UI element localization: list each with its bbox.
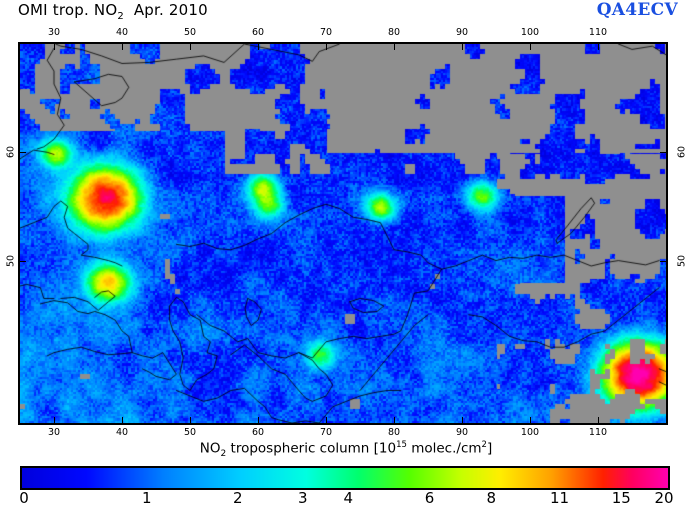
lon-tick-label-top-30: 30 bbox=[47, 27, 61, 38]
lat-tick-label-right-60: 60 bbox=[676, 146, 688, 159]
colorbar-tick-6: 6 bbox=[424, 489, 435, 507]
title-subscript: 2 bbox=[117, 11, 124, 22]
lon-tick-mark-40-bottom bbox=[122, 417, 123, 423]
title-row: OMI trop. NO2 Apr. 2010 QA4ECV bbox=[0, 0, 692, 22]
lon-tick-mark-80-top bbox=[394, 44, 395, 50]
cbar-title-end: ] bbox=[486, 440, 493, 457]
lon-tick-mark-70-top bbox=[326, 44, 327, 50]
lon-tick-label-top-90: 90 bbox=[455, 27, 469, 38]
lon-tick-label-top-40: 40 bbox=[115, 27, 129, 38]
title-spacer bbox=[124, 1, 134, 19]
no2-heatmap-canvas[interactable] bbox=[20, 44, 666, 423]
colorbar-tick-15: 15 bbox=[611, 489, 631, 507]
colorbar-tick-0: 0 bbox=[19, 489, 29, 507]
lon-tick-label-bottom-60: 60 bbox=[251, 427, 265, 438]
lon-tick-mark-100-top bbox=[530, 44, 531, 50]
lon-tick-label-top-70: 70 bbox=[319, 27, 333, 38]
colorbar-tick-4: 4 bbox=[343, 489, 354, 507]
title-species: OMI trop. NO bbox=[18, 1, 118, 19]
qa4ecv-logo: QA4ECV bbox=[596, 0, 678, 20]
lon-tick-mark-80-bottom bbox=[394, 417, 395, 423]
colorbar-tick-3: 3 bbox=[297, 489, 308, 507]
lon-tick-mark-30-top bbox=[54, 44, 55, 50]
lon-tick-mark-110-top bbox=[598, 44, 599, 50]
lon-tick-label-bottom-100: 100 bbox=[520, 427, 540, 438]
cbar-title-mid: tropospheric column [10 bbox=[226, 440, 397, 457]
lon-tick-label-bottom-80: 80 bbox=[387, 427, 401, 438]
lon-tick-label-top-80: 80 bbox=[387, 27, 401, 38]
lon-tick-label-top-60: 60 bbox=[251, 27, 265, 38]
lon-tick-label-top-100: 100 bbox=[520, 27, 540, 38]
cbar-title-exp: 15 bbox=[396, 440, 407, 450]
lon-tick-mark-40-top bbox=[122, 44, 123, 50]
title-date: Apr. 2010 bbox=[133, 1, 208, 19]
cbar-title-sub: 2 bbox=[220, 449, 227, 460]
lon-tick-label-top-110: 110 bbox=[588, 27, 608, 38]
lat-tick-label-right-50: 50 bbox=[676, 254, 688, 267]
colorbar-tick-1: 1 bbox=[141, 489, 152, 507]
lon-tick-mark-70-bottom bbox=[326, 417, 327, 423]
lon-tick-mark-90-top bbox=[462, 44, 463, 50]
colorbar-tick-20: 20 bbox=[654, 489, 674, 507]
lon-tick-label-bottom-50: 50 bbox=[183, 427, 197, 438]
lon-tick-label-bottom-90: 90 bbox=[455, 427, 469, 438]
lon-tick-mark-50-top bbox=[190, 44, 191, 50]
lat-tick-label-left-50: 50 bbox=[5, 254, 17, 267]
lon-tick-label-bottom-110: 110 bbox=[588, 427, 608, 438]
lon-tick-label-bottom-70: 70 bbox=[319, 427, 333, 438]
lon-tick-mark-110-bottom bbox=[598, 417, 599, 423]
lat-tick-mark-60-right bbox=[660, 152, 666, 154]
lon-tick-mark-100-bottom bbox=[530, 417, 531, 423]
lon-tick-mark-50-bottom bbox=[190, 417, 191, 423]
lon-tick-label-bottom-30: 30 bbox=[47, 427, 61, 438]
lat-tick-label-left-60: 60 bbox=[5, 146, 17, 159]
cbar-title-exp2: 2 bbox=[481, 440, 487, 450]
cbar-title-species: NO bbox=[199, 440, 221, 457]
lon-tick-label-bottom-40: 40 bbox=[115, 427, 129, 438]
cbar-title-post: molec./cm bbox=[406, 440, 482, 457]
colorbar-tick-11: 11 bbox=[549, 489, 570, 507]
lon-tick-mark-60-bottom bbox=[258, 417, 259, 423]
colorbar-tick-8: 8 bbox=[486, 489, 497, 507]
lat-tick-mark-50-left bbox=[20, 260, 26, 262]
lat-tick-mark-50-right bbox=[660, 260, 666, 262]
page-title: OMI trop. NO2 Apr. 2010 bbox=[18, 1, 208, 22]
colorbar-tick-2: 2 bbox=[232, 489, 243, 507]
lon-tick-mark-90-bottom bbox=[462, 417, 463, 423]
colorbar[interactable] bbox=[20, 466, 670, 490]
lon-tick-mark-30-bottom bbox=[54, 417, 55, 423]
lon-tick-mark-60-top bbox=[258, 44, 259, 50]
colorbar-wrap bbox=[20, 466, 670, 490]
lat-tick-mark-60-left bbox=[20, 152, 26, 154]
colorbar-axis-label: NO2 tropospheric column [1015 molec./cm2… bbox=[0, 440, 692, 459]
lon-tick-label-top-50: 50 bbox=[183, 27, 197, 38]
map-frame[interactable] bbox=[18, 42, 668, 425]
